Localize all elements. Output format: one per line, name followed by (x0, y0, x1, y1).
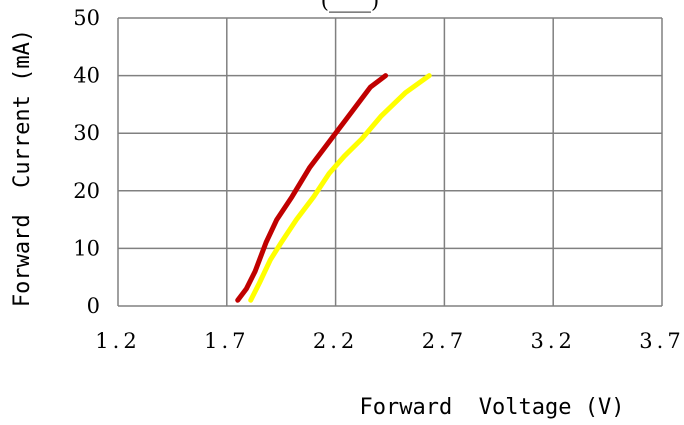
x-tick-label-5: 3.7 (639, 329, 684, 353)
y-tick-label-2: 20 (73, 179, 100, 203)
y-tick-label-3: 30 (73, 121, 100, 145)
y-tick-label-0: 0 (87, 294, 100, 318)
x-tick-label-0: 1.2 (95, 329, 140, 353)
x-axis-label: Forward Voltage (V) (360, 395, 625, 420)
x-tick-label-4: 3.2 (530, 329, 575, 353)
data-series-group (235, 73, 432, 303)
x-tick-label-2: 2.2 (313, 329, 358, 353)
series-line-0 (235, 73, 389, 303)
y-tick-label-4: 40 (73, 64, 100, 88)
chart-title-fragment: (____) (321, 0, 379, 13)
x-tick-label-1: 1.7 (204, 329, 249, 353)
x-tick-label-3: 2.7 (422, 329, 467, 353)
y-tick-label-1: 10 (73, 236, 100, 260)
tick-labels-group: 1.2 1.7 2.2 2.7 3.2 3.7 0 10 20 30 40 50 (73, 6, 684, 353)
y-axis-label: Forward Current (mA) (10, 29, 35, 307)
y-tick-label-5: 50 (73, 6, 100, 30)
grid-lines (117, 17, 663, 307)
series-line-1 (248, 73, 432, 303)
